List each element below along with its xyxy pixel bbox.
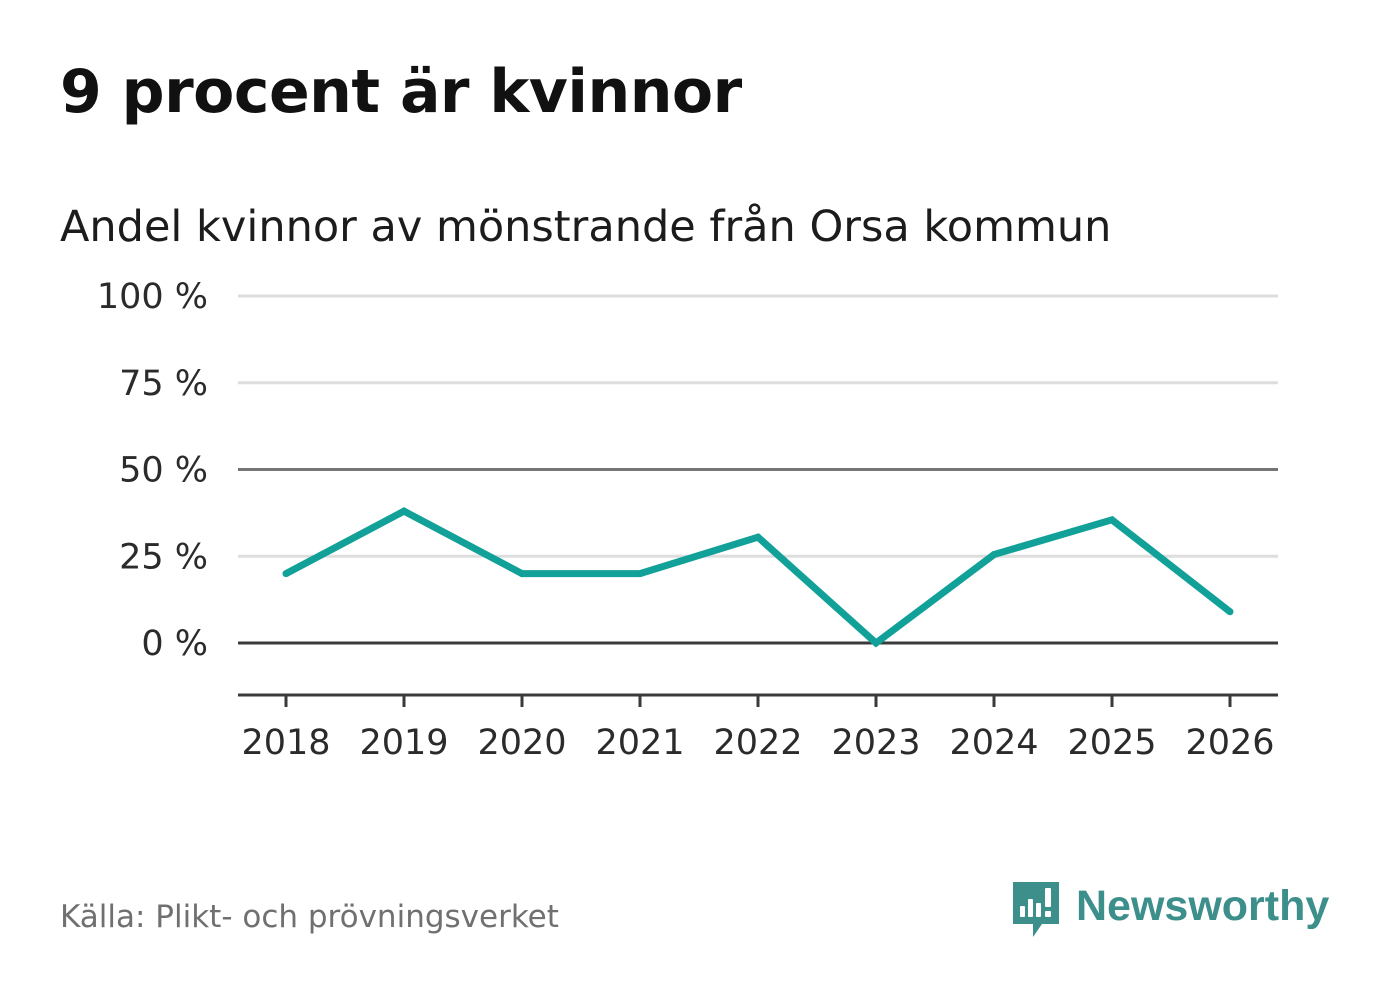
newsworthy-logo-icon bbox=[1013, 882, 1059, 937]
y-tick-label: 75 % bbox=[119, 364, 208, 404]
x-tick-label: 2022 bbox=[713, 723, 802, 763]
source-note: Källa: Plikt- och prövningsverket bbox=[60, 899, 559, 935]
x-tick-label: 2023 bbox=[831, 723, 920, 763]
data-point-2025 bbox=[1108, 516, 1116, 524]
x-tick-label: 2025 bbox=[1067, 723, 1156, 763]
x-tick-label: 2024 bbox=[949, 723, 1038, 763]
x-axis: 2018 2019 2020 2021 2022 2023 2024 2025 2026 bbox=[238, 693, 1278, 763]
data-point-2022 bbox=[754, 533, 762, 541]
data-point-2020 bbox=[518, 570, 526, 578]
data-point-2018 bbox=[282, 570, 290, 578]
x-tick-label: 2018 bbox=[241, 723, 330, 763]
data-point-2026 bbox=[1226, 608, 1234, 616]
y-tick-label: 100 % bbox=[97, 277, 208, 317]
brand-name: Newsworthy bbox=[1076, 881, 1330, 930]
data-point-2019 bbox=[400, 507, 408, 515]
y-axis-tick-labels: 100 % 75 % 50 % 25 % 0 % bbox=[97, 277, 208, 664]
y-tick-label: 25 % bbox=[119, 537, 208, 577]
data-point-2024 bbox=[990, 551, 998, 559]
chart-title: 9 procent är kvinnor bbox=[60, 57, 742, 127]
y-gridlines bbox=[238, 294, 1278, 645]
brand-logo: Newsworthy bbox=[1010, 878, 1329, 942]
y-tick-label: 0 % bbox=[141, 624, 208, 664]
y-tick-label: 50 % bbox=[119, 451, 208, 491]
x-tick-label: 2021 bbox=[595, 723, 684, 763]
data-point-2023 bbox=[872, 639, 880, 647]
series-group bbox=[282, 507, 1234, 648]
x-tick-label: 2026 bbox=[1185, 723, 1274, 763]
data-point-2021 bbox=[636, 570, 644, 578]
chart-subtitle: Andel kvinnor av mönstrande från Orsa ko… bbox=[60, 202, 1112, 252]
series-line-0 bbox=[284, 507, 1233, 648]
x-tick-label: 2019 bbox=[359, 723, 448, 763]
x-tick-label: 2020 bbox=[477, 723, 566, 763]
